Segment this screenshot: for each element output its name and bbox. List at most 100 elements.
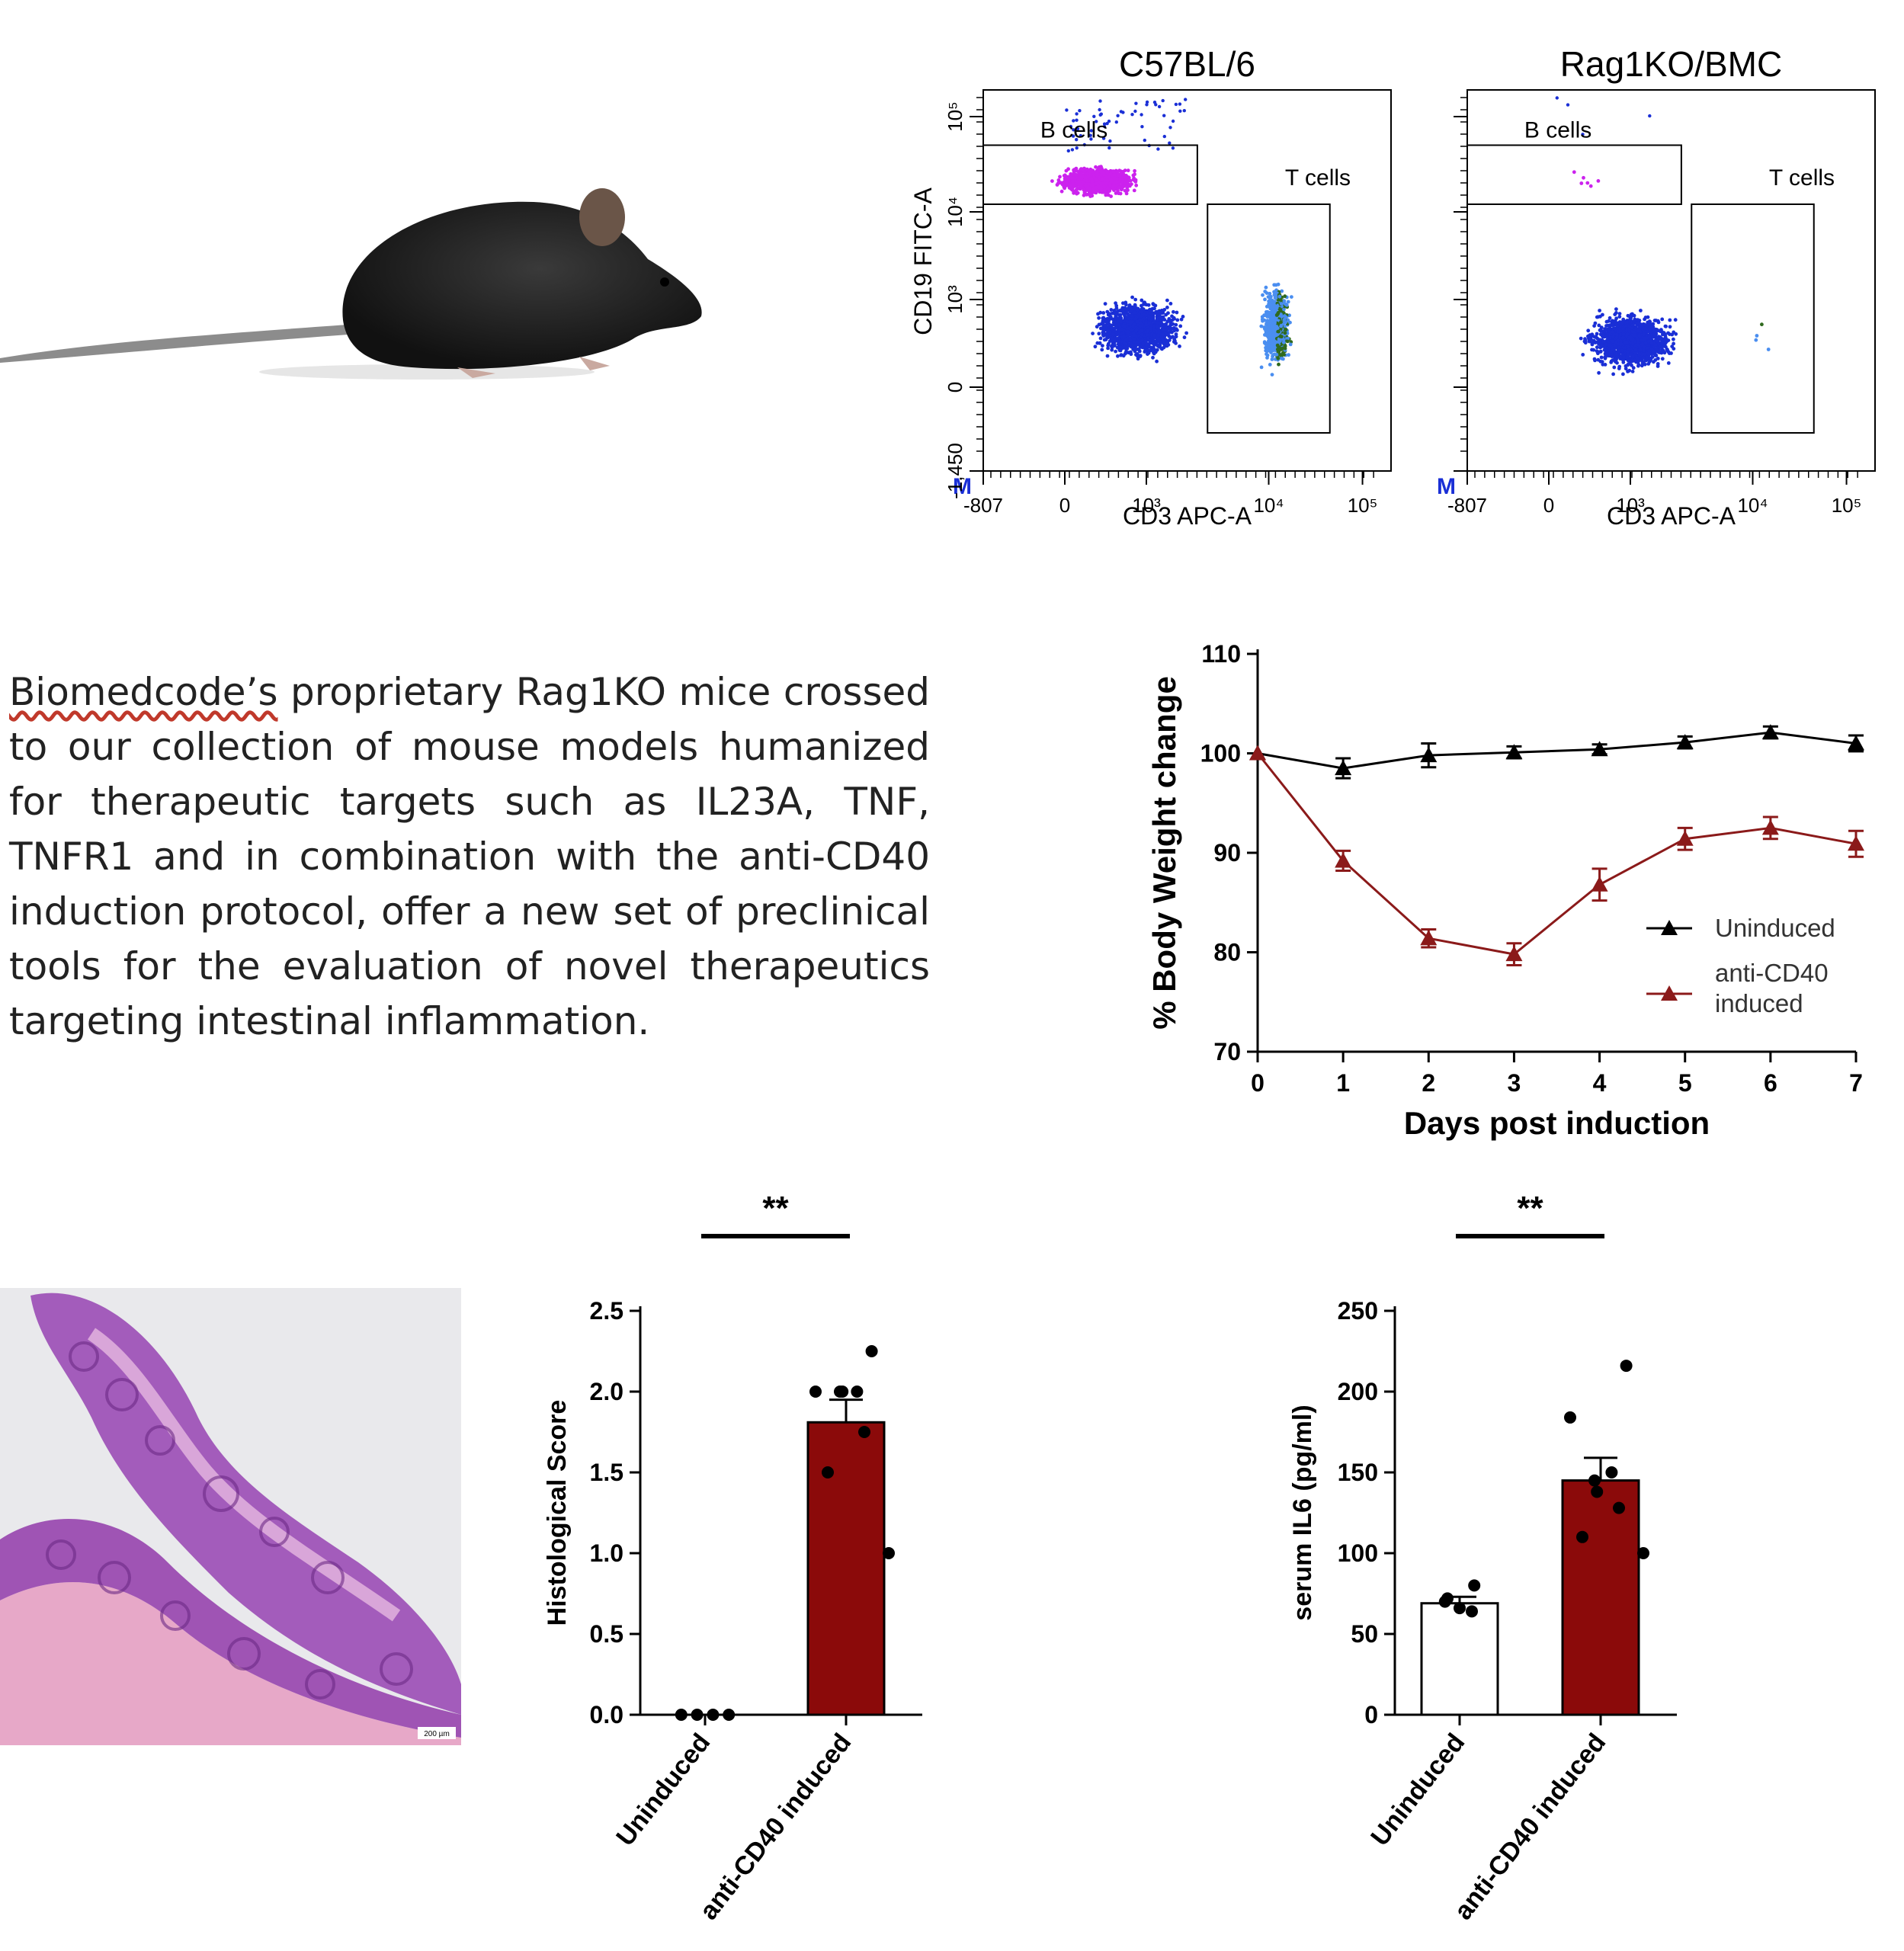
t-cell-dot (1766, 348, 1771, 351)
t-cell-dot (1280, 299, 1284, 303)
b-cell-dot (1082, 187, 1086, 192)
b-cell-dot (1079, 167, 1083, 171)
cell-dot (1174, 332, 1178, 336)
cell-dot (1638, 348, 1643, 352)
cell-dot (1637, 334, 1642, 338)
data-point (1761, 819, 1779, 835)
cell-dot (1065, 108, 1069, 112)
x-tick-label: 10³ (1616, 494, 1645, 517)
t-cell-dot (1284, 320, 1287, 325)
cell-dot (1626, 363, 1630, 367)
cell-dot (1107, 146, 1111, 150)
b-cell-dot (1101, 170, 1106, 175)
t-cell-dot (1275, 343, 1280, 348)
cell-dot (1614, 316, 1618, 321)
t-cell-dot (1262, 325, 1267, 329)
cell-dot (1633, 333, 1637, 338)
data-point (1335, 760, 1352, 776)
gate-label-b-cells: B cells (1524, 118, 1591, 143)
cell-dot (1162, 341, 1165, 345)
cell-dot (1623, 341, 1627, 345)
cell-dot (1643, 316, 1648, 319)
b-cell-dot (1596, 179, 1601, 183)
cell-dot (1133, 316, 1138, 321)
cell-dot (1649, 325, 1653, 329)
y-tick-label: -1,450 (944, 443, 966, 499)
cell-dot (1611, 339, 1615, 344)
cell-dot (1101, 319, 1106, 324)
cell-dot (1123, 338, 1128, 342)
cell-dot (1656, 357, 1660, 360)
cell-dot (1591, 348, 1596, 352)
cell-dot (1122, 341, 1127, 345)
cell-dot (1152, 333, 1156, 338)
cell-dot (1123, 315, 1128, 319)
cell-dot (1116, 114, 1120, 117)
cell-dot (1653, 338, 1658, 343)
cell-dot (1133, 349, 1137, 354)
t-cell-dot (1265, 333, 1268, 337)
b-cell-dot (1132, 188, 1136, 193)
b-cell-dot (1572, 170, 1576, 175)
cell-dot (1149, 348, 1153, 353)
cell-dot (1106, 346, 1110, 351)
cell-dot (1119, 353, 1123, 357)
cell-dot (1624, 334, 1629, 338)
cell-dot (1668, 318, 1672, 322)
cell-dot (1130, 113, 1134, 117)
cell-dot (1632, 319, 1636, 323)
cell-dot (1116, 354, 1120, 358)
t-cell-dot (1279, 312, 1283, 316)
y-tick-label: 80 (1213, 939, 1241, 966)
t-cell-dot (1754, 338, 1758, 342)
b-cell-dot (1108, 178, 1113, 181)
x-tick-label: 0 (1251, 1069, 1265, 1097)
cell-dot (1089, 129, 1093, 133)
b-cell-dot (1091, 186, 1096, 191)
t-cell-dot (1274, 352, 1279, 357)
cell-dot (1673, 318, 1678, 322)
cell-dot (1089, 137, 1093, 141)
b-cell-dot (1116, 189, 1120, 193)
cell-dot (1630, 323, 1635, 328)
cell-dot (1098, 107, 1101, 112)
t-cell-dot (1269, 312, 1274, 317)
cell-dot (1151, 355, 1155, 360)
cell-dot (1645, 346, 1649, 350)
cell-dot (1607, 343, 1611, 348)
cell-dot (1069, 124, 1073, 129)
cell-dot (1110, 311, 1114, 316)
t-cell-dot (1265, 356, 1269, 360)
cell-dot (1124, 350, 1128, 354)
b-cell-dot (1131, 173, 1136, 178)
b-cell-dot (1101, 177, 1104, 181)
cell-dot (1627, 328, 1631, 332)
cell-dot (1652, 360, 1656, 364)
b-cell-dot (1123, 181, 1127, 186)
description-text: Biomedcode’s proprietary Rag1KO mice cro… (9, 665, 930, 1049)
b-cell-dot (1582, 175, 1585, 180)
cell-dot (1161, 98, 1165, 103)
cell-dot (1617, 312, 1622, 316)
cell-dot (1581, 353, 1585, 357)
b-cell-dot (1579, 181, 1584, 185)
t-cell-dot (1278, 339, 1282, 343)
t-cell-dot (1277, 362, 1281, 367)
b-cell-dot (1069, 172, 1073, 176)
t-cell-dot (1274, 325, 1279, 328)
cell-dot (1133, 310, 1136, 315)
b-cell-dot (1070, 179, 1075, 184)
b-cell-dot (1111, 185, 1115, 189)
b-cell-dot (1082, 193, 1086, 197)
t-cell-dot (1265, 352, 1268, 357)
b-cell-dot (1086, 168, 1091, 173)
cell-dot (1152, 101, 1157, 104)
cell-dot (1155, 325, 1159, 328)
scale-bar-label: 200 µm (424, 1730, 450, 1738)
gate-label-t-cells: T cells (1769, 165, 1835, 191)
cell-dot (1138, 318, 1143, 322)
y-tick-label: 110 (1201, 640, 1241, 668)
cell-dot (1121, 354, 1126, 358)
data-point (1420, 930, 1438, 946)
